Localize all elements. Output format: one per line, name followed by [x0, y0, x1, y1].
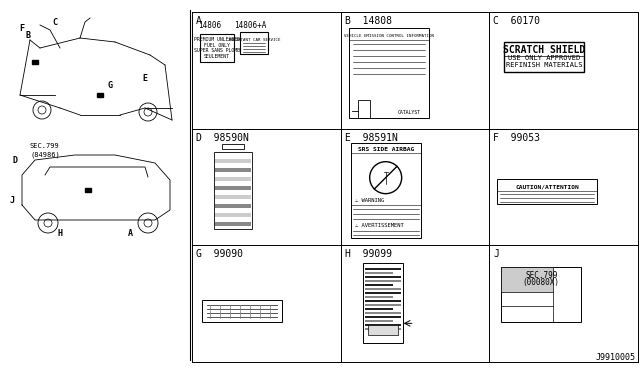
Bar — [215, 195, 251, 199]
Bar — [215, 213, 251, 217]
Bar — [349, 28, 429, 118]
Bar — [365, 320, 393, 322]
Bar — [365, 280, 401, 282]
Bar — [365, 276, 401, 278]
Text: ⚠ AVERTISSEMENT: ⚠ AVERTISSEMENT — [355, 223, 403, 228]
Text: D: D — [13, 155, 17, 164]
Bar — [365, 324, 401, 326]
Bar — [365, 300, 401, 302]
Bar — [365, 272, 393, 274]
Text: J: J — [493, 249, 499, 259]
Bar — [363, 263, 403, 343]
Bar — [215, 177, 251, 181]
Text: PREMIUM UNLEADED
FUEL ONLY
SUPER SANS PLOMB
SEULEMENT: PREMIUM UNLEADED FUEL ONLY SUPER SANS PL… — [194, 37, 240, 59]
Text: H  99099: H 99099 — [345, 249, 392, 259]
Text: 14806+A: 14806+A — [234, 21, 266, 30]
Bar — [215, 222, 251, 226]
Bar — [504, 42, 584, 72]
Text: SRS SIDE AIRBAG: SRS SIDE AIRBAG — [358, 147, 414, 152]
Text: G: G — [108, 80, 113, 90]
Bar — [365, 304, 401, 306]
Text: CATALYST: CATALYST — [397, 109, 420, 115]
Text: E  98591N: E 98591N — [345, 133, 397, 143]
Text: USE ONLY APPROVED
REFINISH MATERIALS: USE ONLY APPROVED REFINISH MATERIALS — [506, 55, 582, 68]
Bar — [202, 300, 282, 322]
Bar — [365, 288, 401, 290]
Text: SCRATCH SHIELD: SCRATCH SHIELD — [503, 45, 586, 55]
Text: CAUTION/ATTENTION: CAUTION/ATTENTION — [515, 184, 579, 189]
Bar — [365, 292, 401, 294]
Text: 14806: 14806 — [198, 21, 221, 30]
Bar — [497, 179, 597, 203]
Bar — [200, 34, 234, 62]
Text: E: E — [143, 74, 147, 83]
Text: ⚠ WARNING: ⚠ WARNING — [355, 198, 384, 203]
Bar — [215, 168, 251, 171]
Bar — [215, 186, 251, 190]
Bar — [215, 159, 251, 163]
Bar — [222, 144, 244, 149]
Bar — [367, 326, 397, 335]
Bar — [215, 203, 251, 208]
Bar — [351, 143, 420, 238]
Text: SEC.799: SEC.799 — [525, 271, 557, 280]
Bar — [85, 188, 91, 192]
Bar — [365, 268, 401, 270]
Bar — [365, 312, 401, 314]
Text: A: A — [127, 228, 132, 237]
Text: VEHICLE EMISSION CONTROL INFORMATION: VEHICLE EMISSION CONTROL INFORMATION — [344, 34, 434, 38]
Bar — [32, 60, 38, 64]
Text: D  98590N: D 98590N — [196, 133, 249, 143]
Text: A: A — [196, 16, 202, 26]
Bar — [365, 316, 401, 318]
Bar — [240, 32, 268, 54]
Text: H: H — [58, 228, 63, 237]
Bar — [365, 328, 401, 330]
Text: J: J — [10, 196, 15, 205]
Text: SEC.799: SEC.799 — [30, 143, 60, 149]
Bar — [214, 152, 252, 229]
Bar — [501, 267, 581, 322]
Text: G  99090: G 99090 — [196, 249, 243, 259]
Text: C  60170: C 60170 — [493, 16, 540, 26]
Text: IMPORTANT CAR SERVICE: IMPORTANT CAR SERVICE — [228, 38, 280, 42]
Bar — [501, 267, 554, 292]
Text: B: B — [26, 31, 31, 39]
Text: (00080X): (00080X) — [523, 278, 560, 287]
Bar — [365, 308, 393, 310]
Bar — [365, 296, 393, 298]
Text: B  14808: B 14808 — [345, 16, 392, 26]
Text: (84986): (84986) — [30, 151, 60, 157]
Text: F: F — [19, 23, 24, 32]
Text: C: C — [52, 17, 58, 26]
Text: J9910005: J9910005 — [596, 353, 636, 362]
Bar — [97, 93, 103, 97]
Bar — [358, 100, 370, 118]
Text: F  99053: F 99053 — [493, 133, 540, 143]
Bar — [365, 284, 393, 286]
